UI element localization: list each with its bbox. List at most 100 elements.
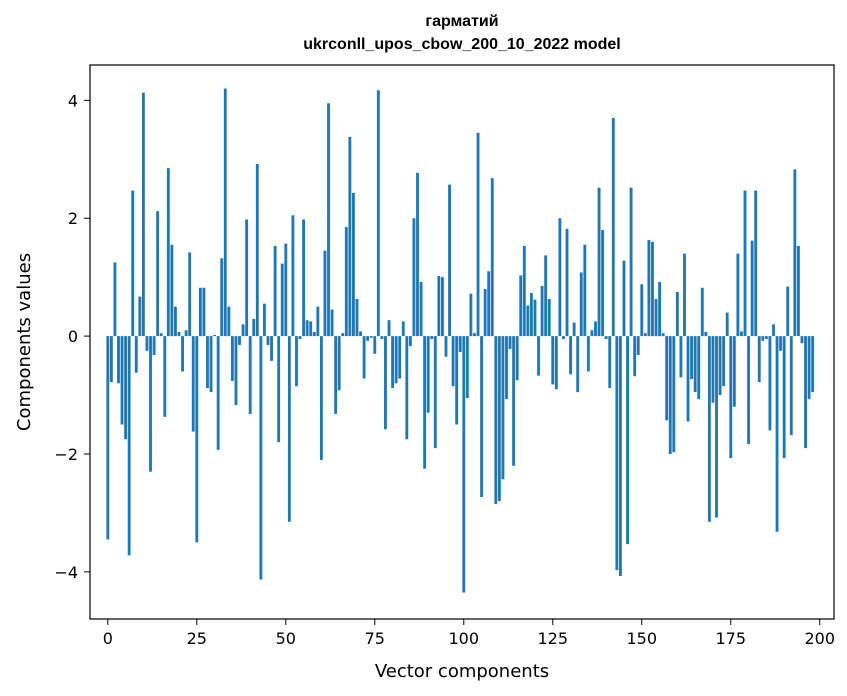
- bar-186: [768, 336, 772, 431]
- bar-142: [611, 118, 615, 337]
- bar-121: [537, 336, 540, 376]
- bar-7: [131, 190, 135, 337]
- bar-66: [341, 333, 345, 337]
- bar-133: [579, 272, 583, 337]
- bar-98: [455, 336, 459, 425]
- bar-16: [163, 336, 167, 417]
- bar-100: [462, 336, 466, 593]
- bar-14: [156, 211, 160, 337]
- bar-84: [405, 336, 409, 440]
- bar-38: [241, 324, 245, 337]
- bar-123: [544, 255, 548, 337]
- x-tick-label-0: 0: [103, 629, 113, 648]
- bar-160: [675, 291, 679, 337]
- bar-26: [198, 287, 202, 337]
- bar-92: [433, 336, 437, 449]
- bar-41: [252, 319, 256, 337]
- bar-82: [398, 336, 402, 379]
- bar-159: [672, 336, 676, 453]
- bar-1: [109, 336, 113, 383]
- bar-157: [665, 336, 669, 421]
- bar-27: [202, 287, 206, 337]
- bar-146: [626, 336, 629, 545]
- bar-153: [651, 241, 654, 337]
- bar-33: [223, 88, 227, 337]
- bar-173: [722, 336, 726, 387]
- bar-128: [562, 336, 565, 340]
- bar-112: [505, 336, 508, 400]
- bar-63: [330, 309, 334, 337]
- bar-81: [394, 336, 398, 384]
- bar-3: [117, 336, 120, 384]
- bar-15: [159, 333, 163, 337]
- bar-189: [779, 336, 783, 351]
- bar-172: [718, 336, 722, 396]
- bar-182: [754, 190, 758, 337]
- bar-2: [113, 262, 117, 337]
- bar-96: [448, 184, 451, 337]
- bar-72: [362, 336, 366, 379]
- bar-152: [647, 240, 651, 337]
- bar-187: [772, 324, 775, 337]
- y-tick-label-4: 4: [68, 91, 78, 110]
- bar-5: [124, 336, 128, 440]
- bar-31: [216, 336, 220, 450]
- bar-164: [690, 336, 694, 380]
- bar-78: [384, 336, 387, 430]
- x-tick-label-5: 125: [538, 629, 569, 648]
- bar-13: [152, 336, 156, 355]
- bar-29: [209, 336, 213, 393]
- bar-59: [316, 306, 320, 337]
- bar-103: [473, 333, 476, 337]
- bar-62: [327, 103, 330, 337]
- bar-69: [352, 192, 355, 337]
- bar-104: [476, 132, 480, 337]
- bar-198: [811, 336, 815, 393]
- bar-75: [373, 336, 377, 354]
- bar-73: [366, 336, 370, 341]
- bar-39: [245, 219, 249, 337]
- bar-168: [704, 331, 708, 337]
- bar-127: [558, 218, 562, 337]
- bar-184: [761, 336, 765, 341]
- bar-174: [725, 312, 729, 337]
- bar-192: [789, 336, 793, 436]
- bar-108: [490, 178, 494, 337]
- bar-71: [359, 331, 362, 337]
- bar-50: [284, 243, 288, 337]
- bar-183: [757, 336, 761, 383]
- bar-175: [729, 336, 733, 459]
- bar-28: [206, 336, 209, 388]
- y-tick-label-2: 0: [68, 327, 78, 346]
- bar-197: [807, 336, 811, 400]
- x-tick-label-1: 25: [187, 629, 207, 648]
- bar-94: [441, 277, 444, 337]
- chart-title-line-1: гарматий: [425, 13, 499, 30]
- bar-12: [149, 336, 152, 472]
- bar-139: [601, 230, 605, 337]
- bar-155: [658, 281, 661, 337]
- bar-17: [166, 168, 170, 337]
- bar-107: [487, 271, 491, 337]
- y-axis-label: Components values: [14, 253, 35, 431]
- bar-74: [369, 336, 373, 338]
- bar-25: [195, 336, 199, 543]
- bar-169: [707, 336, 711, 522]
- bar-60: [319, 336, 323, 460]
- bar-126: [554, 336, 558, 390]
- bar-43: [259, 336, 263, 580]
- bar-24: [191, 336, 195, 432]
- bar-150: [640, 284, 644, 337]
- bar-76: [376, 90, 380, 337]
- bar-156: [661, 333, 665, 337]
- bar-95: [444, 336, 448, 357]
- bar-77: [380, 336, 384, 340]
- bar-34: [227, 306, 231, 337]
- chart-title-line-2: ukrconll_upos_cbow_200_10_2022 model: [303, 36, 621, 53]
- bar-46: [270, 336, 273, 361]
- bar-145: [622, 260, 626, 337]
- bar-111: [501, 336, 505, 480]
- bar-88: [419, 281, 423, 337]
- bar-105: [480, 336, 484, 498]
- plot-frame: [89, 64, 835, 620]
